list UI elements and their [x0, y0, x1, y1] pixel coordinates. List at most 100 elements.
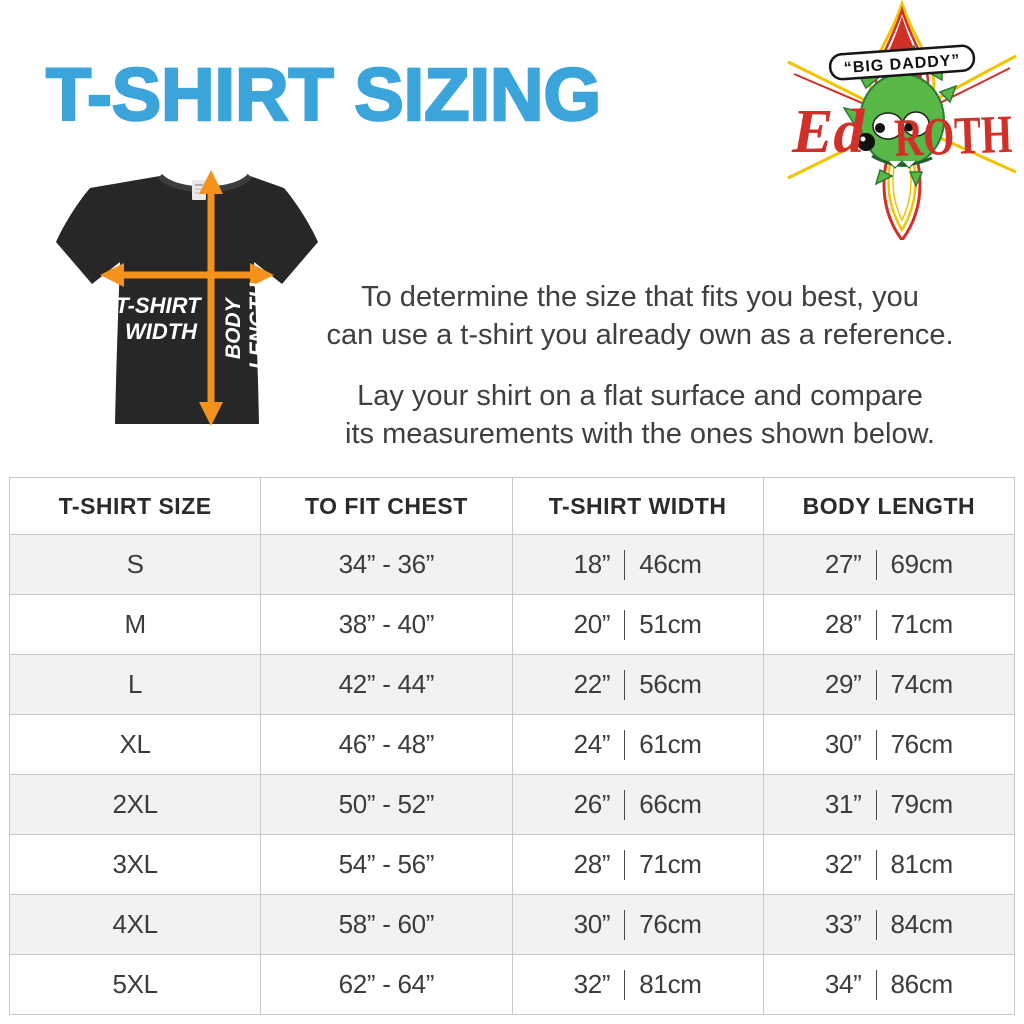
cell-chest: 34” - 36” [260, 534, 513, 595]
divider [624, 729, 626, 760]
width-cm: 66cm [639, 789, 702, 819]
divider [624, 669, 626, 700]
divider [624, 789, 626, 820]
length-in: 29” [824, 669, 862, 699]
header-tshirt-size: T-SHIRT SIZE [8, 477, 262, 535]
cell-chest: 58” - 60” [260, 894, 513, 955]
length-arrow-icon [199, 170, 223, 426]
cell-length: 31” 79cm [762, 774, 1016, 835]
cell-size: M [8, 594, 262, 655]
cell-length: 32” 81cm [762, 834, 1016, 895]
width-label: T-SHIRT WIDTH [115, 293, 206, 344]
length-in: 32” [824, 849, 862, 879]
width-in: 32” [573, 969, 611, 999]
cell-width: 26” 66cm [511, 774, 764, 835]
logo-ed-text: Ed [791, 98, 865, 166]
length-cm: 86cm [890, 969, 954, 999]
cell-size: 3XL [8, 834, 262, 895]
cell-width: 24” 61cm [511, 714, 764, 775]
length-cm: 69cm [890, 549, 954, 579]
length-in: 30” [824, 729, 862, 759]
width-cm: 81cm [639, 969, 702, 999]
intro-p2-line2: its measurements with the ones shown bel… [345, 418, 935, 450]
cell-chest: 54” - 56” [260, 834, 513, 895]
intro-p1-line1: To determine the size that fits you best… [361, 281, 919, 313]
tshirt-diagram: T-SHIRT WIDTH BODY LENGTH [56, 170, 318, 426]
intro-p2-line1: Lay your shirt on a flat surface and com… [357, 380, 923, 412]
table-row: 2XL 50” - 52” 26” 66cm 31” 79cm [8, 774, 1016, 835]
length-in: 28” [824, 609, 862, 639]
width-cm: 76cm [639, 909, 702, 939]
intro-p1-line2: can use a t-shirt you already own as a r… [326, 319, 954, 351]
divider [624, 849, 626, 880]
divider [624, 549, 626, 580]
logo-roth-text: ROTH [893, 104, 1013, 168]
length-label-line1: BODY [222, 296, 245, 359]
cell-chest: 46” - 48” [260, 714, 513, 775]
tshirt-shape [56, 176, 318, 424]
cell-chest: 38” - 40” [260, 594, 513, 655]
cell-chest: 62” - 64” [260, 954, 513, 1015]
width-cm: 71cm [639, 849, 702, 879]
width-in: 20” [573, 609, 611, 639]
cell-width: 28” 71cm [511, 834, 764, 895]
cell-width: 20” 51cm [511, 594, 764, 655]
divider [875, 969, 877, 1000]
page-title: T-SHIRT SIZING [45, 52, 603, 138]
cell-chest: 42” - 44” [260, 654, 513, 715]
cell-size: 4XL [8, 894, 262, 955]
divider [875, 549, 877, 580]
cell-length: 27” 69cm [762, 534, 1016, 595]
length-label-line2: LENGTH [246, 282, 269, 369]
length-cm: 76cm [890, 729, 954, 759]
length-cm: 74cm [890, 669, 954, 699]
width-in: 24” [573, 729, 611, 759]
header-body-length: BODY LENGTH [762, 477, 1016, 535]
cell-length: 28” 71cm [762, 594, 1016, 655]
length-in: 27” [824, 549, 862, 579]
header-to-fit-chest: TO FIT CHEST [260, 477, 513, 535]
divider [875, 849, 877, 880]
cell-width: 30” 76cm [511, 894, 764, 955]
divider [875, 789, 877, 820]
width-in: 28” [573, 849, 611, 879]
cell-size: 2XL [8, 774, 262, 835]
width-cm: 46cm [639, 549, 702, 579]
cell-size: XL [8, 714, 262, 775]
size-table: T-SHIRT SIZE TO FIT CHEST T-SHIRT WIDTH … [8, 477, 1016, 1015]
brand-logo: “BIG DADDY” Ed ROTH [787, 0, 1017, 240]
divider [875, 909, 877, 940]
length-cm: 84cm [890, 909, 954, 939]
table-row: S 34” - 36” 18” 46cm 27” 69cm [8, 534, 1016, 595]
table-row: L 42” - 44” 22” 56cm 29” 74cm [8, 654, 1016, 715]
length-cm: 71cm [890, 609, 954, 639]
table-row: 4XL 58” - 60” 30” 76cm 33” 84cm [8, 894, 1016, 955]
length-cm: 81cm [890, 849, 954, 879]
cell-size: S [8, 534, 262, 595]
cell-length: 33” 84cm [762, 894, 1016, 955]
table-header-row: T-SHIRT SIZE TO FIT CHEST T-SHIRT WIDTH … [8, 477, 1016, 535]
length-cm: 79cm [890, 789, 954, 819]
width-cm: 61cm [639, 729, 702, 759]
cell-chest: 50” - 52” [260, 774, 513, 835]
cell-width: 22” 56cm [511, 654, 764, 715]
width-label-line1: T-SHIRT [115, 293, 202, 318]
table-row: M 38” - 40” 20” 51cm 28” 71cm [8, 594, 1016, 655]
divider [624, 909, 626, 940]
cell-length: 29” 74cm [762, 654, 1016, 715]
divider [875, 609, 877, 640]
divider [875, 669, 877, 700]
width-in: 26” [573, 789, 611, 819]
width-arrow-icon [100, 263, 274, 287]
cell-width: 32” 81cm [511, 954, 764, 1015]
table-row: 5XL 62” - 64” 32” 81cm 34” 86cm [8, 954, 1016, 1015]
divider [875, 729, 877, 760]
cell-size: L [8, 654, 262, 715]
cell-length: 34” 86cm [762, 954, 1016, 1015]
width-cm: 51cm [639, 609, 702, 639]
divider [624, 969, 626, 1000]
width-in: 18” [573, 549, 611, 579]
cell-width: 18” 46cm [511, 534, 764, 595]
length-in: 34” [824, 969, 862, 999]
